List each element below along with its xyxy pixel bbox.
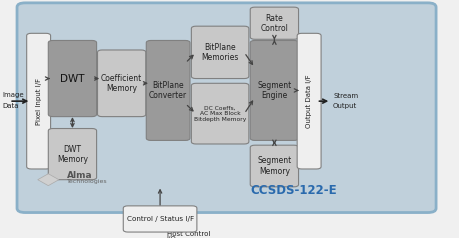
Text: DWT: DWT [60,74,84,84]
Text: BitPlane
Converter: BitPlane Converter [149,81,187,100]
Text: Output Data I/F: Output Data I/F [305,74,312,128]
Text: Technologies: Technologies [67,179,107,184]
FancyBboxPatch shape [250,7,298,39]
Text: Segment
Memory: Segment Memory [257,156,291,176]
Text: Pixel Input I/F: Pixel Input I/F [35,78,42,125]
Polygon shape [38,174,59,186]
Text: Image: Image [3,92,24,98]
Text: Stream: Stream [332,93,358,99]
Text: Host Control: Host Control [166,231,209,238]
FancyBboxPatch shape [191,26,248,79]
Text: Output: Output [332,103,357,109]
FancyBboxPatch shape [250,145,298,187]
Text: CCSDS-122-E: CCSDS-122-E [250,184,336,197]
FancyBboxPatch shape [48,129,96,180]
FancyBboxPatch shape [297,33,320,169]
FancyBboxPatch shape [250,40,298,140]
Text: Rate
Control: Rate Control [260,14,288,33]
FancyBboxPatch shape [97,50,146,117]
FancyBboxPatch shape [146,40,190,140]
Text: BitPlane
Memories: BitPlane Memories [201,43,238,62]
FancyBboxPatch shape [191,83,248,144]
Text: I/O: I/O [166,236,176,238]
FancyBboxPatch shape [48,40,96,117]
Text: Segment
Engine: Segment Engine [257,81,291,100]
Text: Coefficient
Memory: Coefficient Memory [101,74,142,93]
FancyBboxPatch shape [123,206,196,232]
Text: Alma: Alma [67,171,92,180]
Text: DC Coeffs,
AC Max Block
Bitdepth Memory: DC Coeffs, AC Max Block Bitdepth Memory [194,105,246,122]
Text: Control / Status I/F: Control / Status I/F [126,216,193,222]
FancyBboxPatch shape [17,3,435,213]
Text: DWT
Memory: DWT Memory [57,144,88,164]
Text: Data: Data [3,103,19,109]
FancyBboxPatch shape [27,33,50,169]
